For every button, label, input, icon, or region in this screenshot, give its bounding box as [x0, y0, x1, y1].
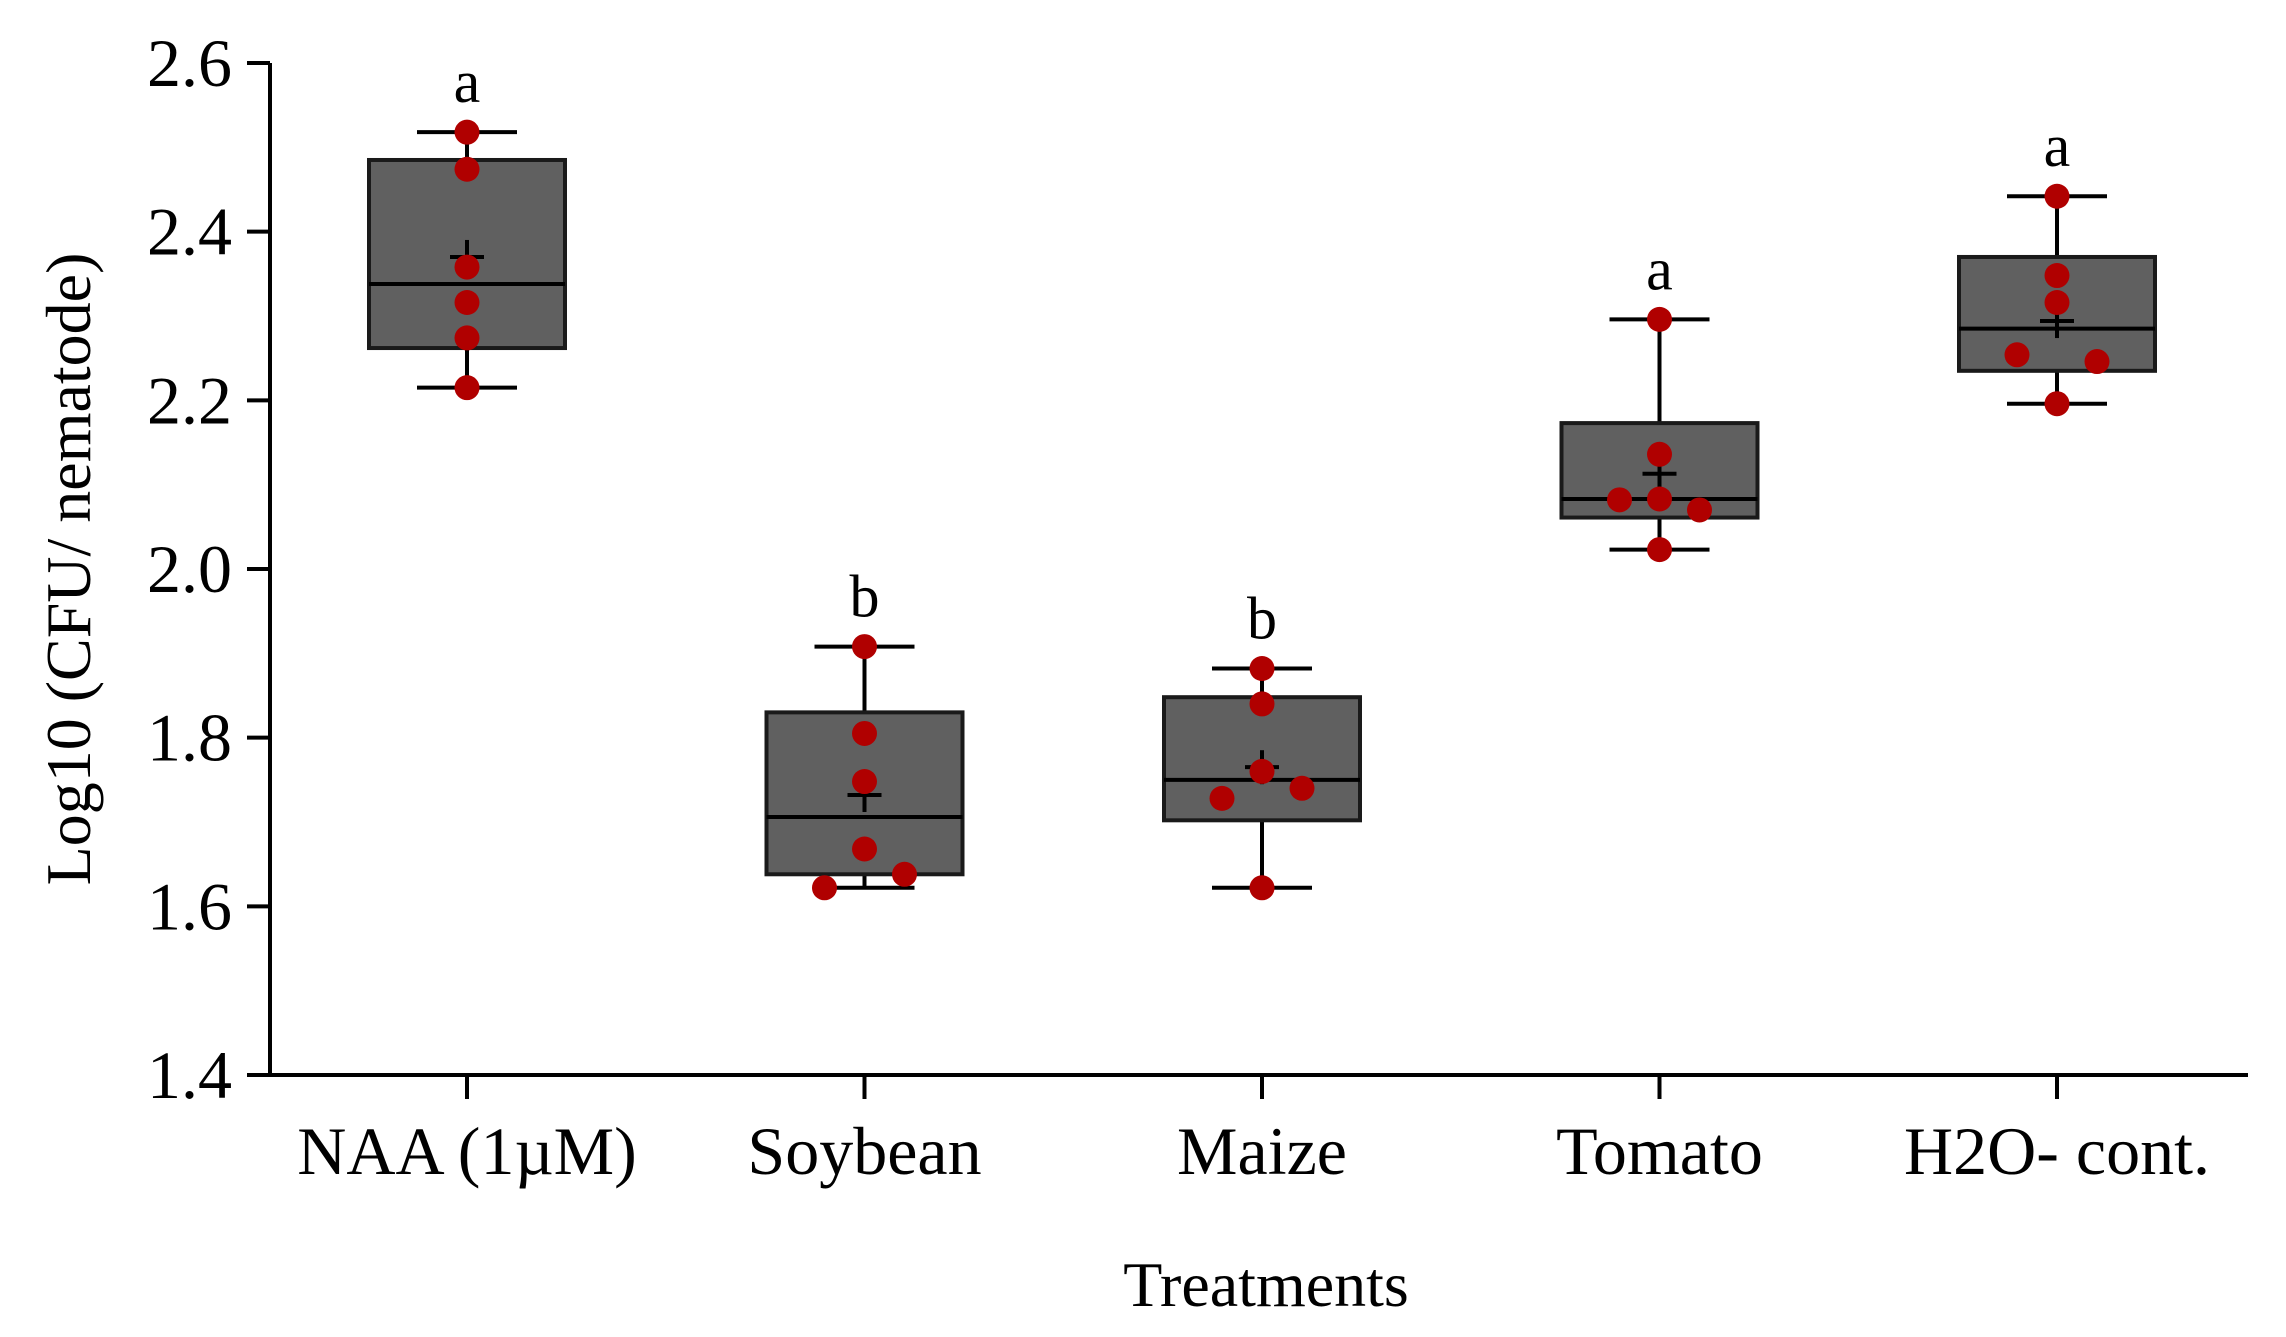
y-tick-label: 2.2	[147, 362, 232, 438]
x-ticks: NAA (1µM) Soybean Maize Tomato H2O- cont.	[297, 1075, 2210, 1189]
data-point	[892, 861, 917, 887]
data-point	[1249, 691, 1275, 717]
y-tick-label: 1.8	[147, 700, 232, 776]
data-point	[852, 720, 877, 746]
category-label: Soybean	[747, 1113, 981, 1189]
significance-letter: b	[850, 564, 880, 630]
category-label: NAA (1µM)	[297, 1113, 637, 1189]
significance-letters: a b b a a	[454, 49, 2071, 651]
data-point	[2044, 263, 2070, 289]
data-point	[1249, 656, 1275, 682]
y-axis-title: Log10 (CFU/ nematode)	[33, 253, 104, 886]
y-ticks: 1.4 1.6 1.8 2.0 2.2 2.4 2.6	[147, 25, 270, 1113]
data-point	[1249, 875, 1275, 901]
data-point	[2044, 183, 2070, 209]
data-point	[1607, 487, 1632, 513]
data-point	[2004, 342, 2030, 368]
data-point	[1249, 758, 1275, 784]
data-point	[454, 375, 480, 401]
data-point	[454, 156, 480, 182]
data-point	[1647, 537, 1672, 563]
box-group	[1559, 317, 1760, 552]
significance-letter: a	[1646, 236, 1673, 302]
data-point	[1289, 775, 1315, 801]
data-point	[1687, 497, 1712, 523]
y-tick-label: 1.6	[147, 868, 232, 944]
y-tick-label: 2.4	[147, 194, 232, 270]
data-point	[1647, 441, 1672, 467]
data-point	[852, 769, 877, 795]
data-point	[1647, 306, 1672, 332]
data-point	[812, 875, 837, 901]
data-point	[454, 254, 480, 280]
y-tick-label: 2.0	[147, 531, 232, 607]
data-point	[852, 836, 877, 862]
data-point	[2044, 290, 2070, 316]
data-point	[852, 634, 877, 660]
data-point	[454, 325, 480, 351]
box-group	[1162, 666, 1362, 890]
data-points	[454, 119, 2110, 901]
significance-letter: a	[2044, 113, 2071, 179]
data-point	[454, 119, 480, 145]
y-tick-label: 1.4	[147, 1037, 232, 1113]
significance-letter: a	[454, 49, 481, 115]
data-point	[1209, 785, 1235, 811]
data-point	[2044, 391, 2070, 417]
category-label: Maize	[1177, 1113, 1347, 1189]
category-label: H2O- cont.	[1904, 1113, 2210, 1189]
category-label: Tomato	[1556, 1113, 1763, 1189]
y-tick-label: 2.6	[147, 25, 232, 101]
data-point	[2084, 349, 2110, 375]
data-point	[1647, 486, 1672, 512]
data-point	[454, 290, 480, 316]
significance-letter: b	[1247, 586, 1277, 652]
x-axis-title: Treatments	[1123, 1249, 1409, 1320]
